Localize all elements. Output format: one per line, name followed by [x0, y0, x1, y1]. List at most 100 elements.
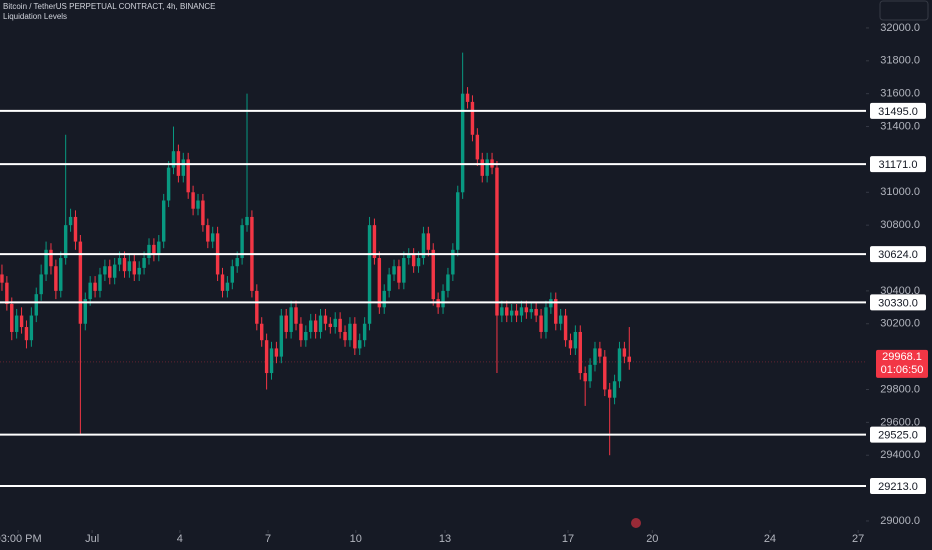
candle-body [240, 225, 244, 259]
candle-body [54, 266, 58, 291]
candle-body [196, 200, 200, 209]
candle-body [343, 331, 347, 341]
candle-body [451, 249, 455, 275]
candle-body [338, 318, 342, 332]
candle-body [83, 299, 87, 324]
candle-body [500, 307, 504, 316]
candle-body [166, 167, 171, 201]
candle-body [328, 323, 333, 328]
candle-body [607, 389, 612, 398]
candle-body [147, 244, 151, 259]
candle-body [93, 282, 97, 291]
level-label: 29213.0 [878, 481, 918, 493]
candle-body [323, 315, 328, 324]
candle-body [377, 258, 382, 308]
candle-body [534, 308, 538, 316]
candle-body [318, 315, 323, 332]
candle-body [470, 101, 475, 135]
candle-body [108, 266, 112, 278]
candle-body [210, 233, 215, 242]
last-price-label: 29968.1 [882, 351, 922, 363]
candle-body [259, 323, 264, 341]
candle-body [480, 159, 484, 176]
candle-body [132, 261, 137, 275]
x-tick-label: 10 [350, 533, 362, 545]
candle-body [68, 216, 73, 226]
candle-body [583, 373, 587, 382]
candle-body [225, 282, 230, 291]
candle-body [171, 151, 176, 168]
candle-body [421, 233, 426, 259]
candle-body [206, 225, 210, 242]
candle-body [245, 216, 249, 226]
candle-body [304, 331, 308, 341]
candle-body [627, 356, 631, 362]
candle-body [264, 340, 269, 374]
candle-body [426, 233, 431, 250]
level-label-box [870, 102, 926, 119]
candle-body [367, 225, 372, 324]
candle-body [191, 192, 195, 209]
candle-body [554, 299, 558, 324]
y-tick-label: 29400.0 [880, 449, 920, 461]
candle-body [593, 348, 597, 365]
candle-body [558, 315, 563, 324]
y-tick-label: 29800.0 [880, 383, 920, 395]
candle-body [362, 323, 367, 341]
candle-body [230, 266, 235, 283]
candle-body [358, 340, 362, 349]
candle-body [544, 307, 548, 332]
candle-body [49, 249, 53, 267]
level-label-box [870, 294, 926, 311]
candle-body [416, 258, 421, 267]
level-label: 30330.0 [878, 297, 918, 309]
candle-body [485, 159, 489, 176]
y-tick-label: 30400.0 [880, 285, 920, 297]
candle-body [612, 381, 617, 398]
candle-body [186, 159, 190, 193]
candle-body [603, 356, 607, 390]
x-tick-label: 13 [439, 533, 451, 545]
candle-body [578, 331, 582, 374]
candle-body [411, 254, 416, 267]
candle-body [505, 307, 509, 316]
chart-title: Bitcoin / TetherUS PERPETUAL CONTRACT, 4… [3, 2, 216, 11]
toolbar-button[interactable] [879, 0, 929, 21]
candle-body [382, 290, 386, 308]
x-tick-label: 4 [177, 533, 183, 545]
level-label: 30624.0 [878, 249, 918, 261]
candle-body [465, 93, 470, 102]
candle-body [98, 274, 102, 291]
level-label-box [870, 246, 926, 263]
candle-body [407, 254, 411, 259]
indicator-name: Liquidation Levels [3, 12, 67, 21]
candle-body [397, 266, 401, 283]
candle-body [112, 264, 117, 278]
event-icon[interactable] [631, 518, 641, 528]
candle-body [460, 93, 465, 193]
candle-body [5, 282, 9, 305]
candle-body [59, 258, 63, 291]
candle-body [294, 307, 298, 324]
x-tick-label: 24 [764, 533, 776, 545]
candle-body [220, 274, 225, 291]
candle-body [117, 258, 122, 265]
candle-body [88, 282, 92, 300]
candle-body [142, 258, 146, 268]
candle-body [24, 327, 29, 341]
candle-body [157, 241, 161, 255]
candle-body [137, 267, 141, 275]
y-tick-label: 30200.0 [880, 318, 920, 330]
candle-body [29, 315, 34, 341]
candle-body [509, 310, 514, 316]
candle-body [39, 274, 43, 295]
candle-body [122, 258, 127, 272]
candle-body [181, 159, 186, 176]
candle-body [475, 134, 480, 160]
candle-body [73, 216, 78, 242]
candle-body [495, 167, 499, 316]
y-tick-label: 30800.0 [880, 219, 920, 231]
candle-body [78, 241, 83, 324]
candle-body [598, 348, 602, 357]
